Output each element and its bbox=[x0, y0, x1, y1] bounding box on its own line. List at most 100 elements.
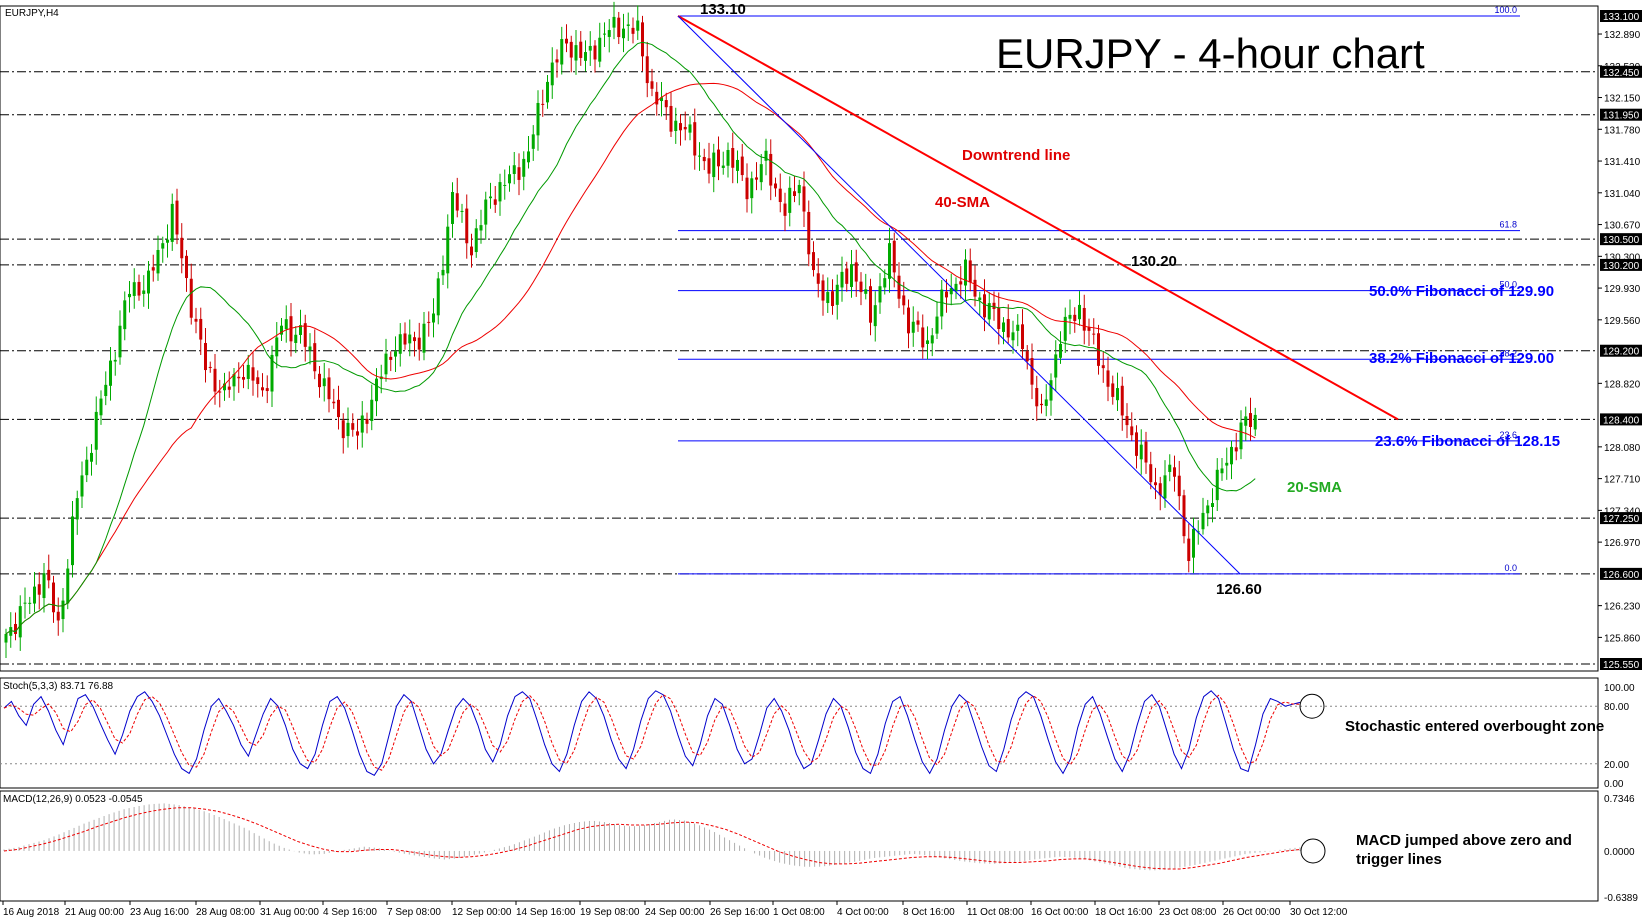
stoch-signal-line bbox=[3, 694, 1301, 771]
candle-body-192 bbox=[916, 320, 920, 325]
macd-label: MACD(12,26,9) 0.0523 -0.0545 bbox=[3, 794, 143, 805]
candle-body-70 bbox=[337, 399, 340, 418]
candle-body-216 bbox=[1030, 358, 1034, 385]
candle-body-227 bbox=[1082, 307, 1086, 331]
candle-body-10 bbox=[52, 582, 55, 613]
candle-body-177 bbox=[845, 268, 849, 284]
candle-body-182 bbox=[869, 286, 872, 323]
time-label-12: 1 Oct 08:00 bbox=[773, 907, 825, 918]
candle-body-61 bbox=[294, 334, 298, 343]
fib-pct-5: 0.0 bbox=[1504, 563, 1517, 573]
candle-body-206 bbox=[983, 294, 986, 318]
price-box-4 bbox=[1600, 258, 1642, 271]
candle-body-92 bbox=[441, 269, 445, 276]
price-panel-frame bbox=[0, 5, 1599, 672]
candle-body-22 bbox=[109, 360, 112, 386]
candle-body-229 bbox=[1092, 333, 1096, 335]
price-tick-label-8: 129.930 bbox=[1604, 284, 1641, 295]
price-tick-label-3: 131.780 bbox=[1604, 125, 1641, 136]
candle-body-41 bbox=[199, 318, 203, 340]
candle-body-110 bbox=[527, 151, 530, 163]
time-label-5: 4 Sep 16:00 bbox=[323, 907, 377, 918]
annotation-mid-high: 130.20 bbox=[1131, 253, 1177, 270]
candle-body-95 bbox=[455, 193, 459, 211]
candle-body-250 bbox=[1192, 528, 1195, 558]
candle-body-119 bbox=[569, 41, 573, 58]
candle-body-174 bbox=[831, 291, 834, 306]
candle-body-201 bbox=[959, 281, 963, 285]
candle-body-8 bbox=[42, 573, 46, 599]
macd-note: MACD jumped above zero and trigger lines bbox=[1356, 832, 1572, 868]
candle-body-225 bbox=[1073, 314, 1077, 321]
candle-body-255 bbox=[1215, 469, 1219, 501]
candle-body-209 bbox=[997, 307, 1001, 330]
candle-body-168 bbox=[802, 186, 806, 212]
fib-pct-4: 23.6 bbox=[1499, 430, 1517, 440]
candle-body-5 bbox=[28, 602, 32, 604]
moving-averages bbox=[5, 41, 1256, 635]
candle-body-16 bbox=[80, 475, 84, 497]
candle-body-33 bbox=[161, 243, 165, 249]
candle-body-233 bbox=[1111, 383, 1115, 397]
candle-body-21 bbox=[104, 384, 108, 397]
candle-body-240 bbox=[1144, 441, 1148, 463]
candle-body-198 bbox=[945, 291, 948, 298]
candle-body-133 bbox=[636, 20, 640, 31]
time-label-0: 16 Aug 2018 bbox=[3, 907, 60, 918]
candle-body-204 bbox=[973, 279, 977, 297]
time-label-6: 7 Sep 08:00 bbox=[387, 907, 441, 918]
annotation-downtrend: Downtrend line bbox=[962, 147, 1070, 164]
candle-body-134 bbox=[641, 22, 644, 57]
candle-body-176 bbox=[840, 271, 844, 288]
candle-body-72 bbox=[346, 422, 350, 437]
candle-body-213 bbox=[1016, 324, 1020, 331]
candle-body-217 bbox=[1035, 387, 1039, 407]
candle-body-171 bbox=[816, 273, 820, 284]
candle-body-125 bbox=[598, 37, 602, 62]
candle-body-148 bbox=[707, 158, 711, 174]
candle-body-197 bbox=[940, 289, 944, 317]
candle-body-212 bbox=[1011, 332, 1015, 341]
candle-body-124 bbox=[593, 45, 597, 60]
candle-body-236 bbox=[1125, 416, 1129, 426]
candle-body-187 bbox=[892, 240, 896, 273]
candle-body-129 bbox=[617, 17, 621, 38]
candle-body-155 bbox=[740, 156, 744, 176]
candle-body-80 bbox=[384, 353, 388, 375]
candle-body-196 bbox=[935, 316, 939, 334]
candle-body-1 bbox=[9, 627, 13, 636]
candle-body-248 bbox=[1182, 495, 1186, 537]
price-box-label-3: 130.500 bbox=[1603, 235, 1640, 246]
time-label-15: 11 Oct 08:00 bbox=[967, 907, 1024, 918]
candle-body-245 bbox=[1168, 464, 1172, 472]
candle-body-186 bbox=[888, 243, 891, 279]
time-label-2: 23 Aug 16:00 bbox=[130, 907, 189, 918]
candle-body-223 bbox=[1063, 316, 1067, 341]
stoch-highlight-circle bbox=[1299, 693, 1325, 719]
candle-body-4 bbox=[23, 602, 27, 604]
price-box-6 bbox=[1600, 413, 1642, 426]
macd-highlight-circle bbox=[1300, 838, 1326, 864]
candle-body-260 bbox=[1239, 422, 1243, 450]
candle-body-104 bbox=[498, 182, 502, 202]
candle-body-43 bbox=[208, 366, 212, 368]
candle-body-239 bbox=[1139, 444, 1143, 460]
candle-body-69 bbox=[332, 401, 336, 404]
candle-body-244 bbox=[1163, 475, 1167, 499]
price-tick-label-7: 130.300 bbox=[1604, 252, 1641, 263]
candle-body-253 bbox=[1206, 505, 1210, 514]
candle-body-144 bbox=[688, 124, 692, 133]
macd-axis-label-2: -0.6389 bbox=[1604, 893, 1638, 904]
candle-body-226 bbox=[1078, 304, 1081, 320]
candle-body-164 bbox=[783, 203, 787, 216]
candle-body-183 bbox=[873, 305, 877, 327]
candle-body-162 bbox=[774, 183, 777, 189]
candle-body-107 bbox=[512, 165, 516, 174]
fib-pct-1: 61.8 bbox=[1499, 220, 1517, 230]
time-label-16: 16 Oct 00:00 bbox=[1031, 907, 1089, 918]
price-tick-label-11: 128.080 bbox=[1604, 443, 1641, 454]
annotation-high: 133.10 bbox=[700, 1, 746, 18]
stoch-note: Stochastic entered overbought zone bbox=[1345, 718, 1604, 735]
symbol-label: EURJPY,H4 bbox=[5, 8, 59, 19]
price-box-label-7: 127.250 bbox=[1603, 514, 1640, 525]
